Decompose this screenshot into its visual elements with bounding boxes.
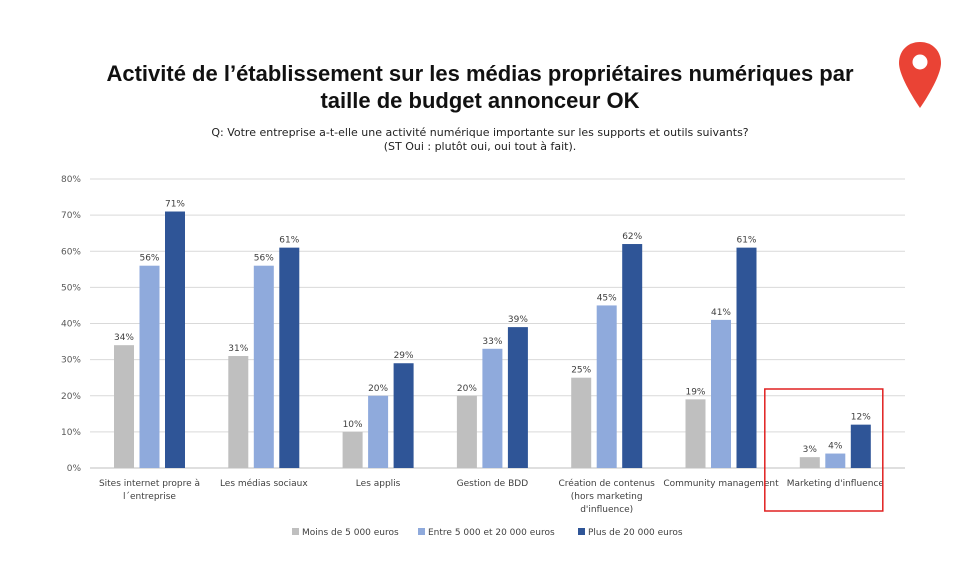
- bar: [850, 424, 871, 468]
- bar: [736, 247, 757, 468]
- bar: [165, 211, 185, 468]
- map-pin-shape: [899, 42, 941, 108]
- data-label: 61%: [736, 236, 756, 246]
- bar: [368, 395, 389, 468]
- data-label: 33%: [482, 337, 502, 347]
- legend-label: Plus de 20 000 euros: [588, 528, 683, 538]
- legend-swatch: [578, 528, 585, 535]
- y-tick-label: 70%: [61, 211, 81, 221]
- bar: [571, 377, 592, 468]
- category-label: (hors marketing: [571, 492, 643, 502]
- category-label: l´entreprise: [123, 491, 176, 502]
- bar: [279, 247, 300, 468]
- data-label: 12%: [851, 413, 871, 423]
- highlight-box: [764, 388, 884, 512]
- y-tick-label: 0%: [67, 464, 82, 474]
- bar: [685, 399, 706, 468]
- bar: [596, 305, 617, 468]
- bar: [228, 356, 249, 468]
- subtitle-question: Q: Votre entreprise a-t-elle une activit…: [211, 126, 749, 139]
- category-label: Création de contenus: [559, 478, 656, 489]
- data-label: 41%: [711, 308, 731, 318]
- bar: [799, 457, 820, 468]
- data-label: 62%: [622, 232, 642, 242]
- data-label: 45%: [597, 293, 617, 303]
- legend-swatch: [418, 528, 425, 535]
- subtitle-note: (ST Oui : plutôt oui, oui tout à fait).: [383, 140, 577, 153]
- data-label: 10%: [343, 420, 363, 430]
- bar: [622, 244, 643, 468]
- data-label: 39%: [508, 315, 528, 325]
- legend-swatch: [292, 528, 299, 535]
- data-label: 19%: [685, 387, 705, 397]
- data-label: 20%: [368, 384, 388, 394]
- bar: [393, 363, 414, 468]
- y-tick-label: 10%: [61, 428, 81, 438]
- category-label: d'influence): [580, 505, 633, 515]
- category-label: Gestion de BDD: [457, 479, 529, 489]
- data-label: 31%: [228, 344, 248, 354]
- data-label: 71%: [165, 200, 185, 210]
- bar: [139, 265, 160, 468]
- data-label: 56%: [254, 254, 274, 264]
- chart-title: Activité de l’établissement sur les médi…: [106, 61, 854, 113]
- category-label: Marketing d'influence: [787, 479, 885, 489]
- legend-label: Entre 5 000 et 20 000 euros: [428, 528, 555, 538]
- data-label: 3%: [803, 445, 818, 455]
- data-label: 61%: [279, 236, 299, 246]
- legend-label: Moins de 5 000 euros: [302, 528, 399, 538]
- map-pin-icon: [899, 42, 941, 108]
- bar: [711, 319, 731, 468]
- map-pin-hole: [912, 54, 928, 70]
- y-tick-label: 30%: [61, 356, 81, 366]
- y-tick-label: 40%: [61, 320, 81, 330]
- category-label: Sites internet propre à: [99, 479, 200, 489]
- bar: [253, 265, 274, 468]
- bar: [507, 327, 528, 468]
- data-label: 34%: [114, 333, 134, 343]
- category-label: Les médias sociaux: [220, 478, 308, 489]
- bar: [342, 431, 363, 468]
- y-tick-label: 80%: [61, 175, 81, 185]
- bar: [825, 453, 846, 468]
- chart-subtitle: Q: Votre entreprise a-t-elle une activit…: [180, 126, 780, 154]
- bar: [456, 395, 477, 468]
- data-label: 29%: [394, 351, 414, 361]
- category-label: Community management: [663, 479, 779, 489]
- bar: [114, 345, 134, 468]
- bar: [482, 348, 503, 468]
- data-label: 56%: [139, 254, 159, 264]
- data-label: 20%: [457, 384, 477, 394]
- data-label: 25%: [571, 366, 591, 376]
- y-tick-label: 60%: [61, 247, 81, 257]
- y-tick-label: 50%: [61, 283, 81, 293]
- category-label: Les applis: [356, 479, 401, 489]
- y-tick-label: 20%: [61, 392, 81, 402]
- data-label: 4%: [828, 442, 843, 452]
